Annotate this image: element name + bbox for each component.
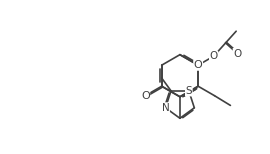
Text: N: N	[162, 103, 169, 113]
Text: O: O	[233, 49, 241, 59]
Text: O: O	[141, 91, 150, 101]
Text: S: S	[185, 86, 192, 96]
Text: O: O	[194, 60, 202, 70]
Text: O: O	[210, 51, 218, 61]
